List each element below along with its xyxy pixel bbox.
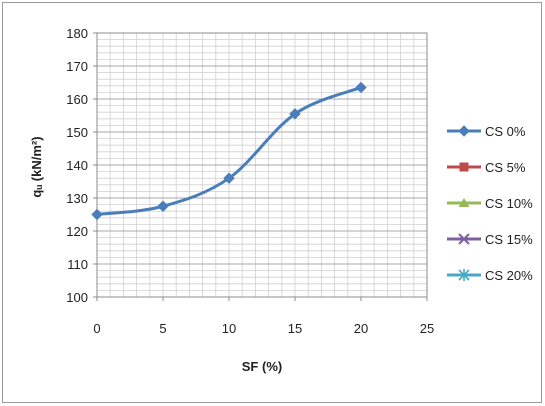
x-tick-label: 0 (93, 321, 100, 336)
data-point (289, 108, 301, 120)
y-tick-label: 130 (66, 191, 88, 206)
y-tick-label: 110 (67, 257, 88, 272)
y-tick-label: 120 (66, 224, 88, 239)
y-axis-label: qᵤ (kN/m²) (29, 136, 44, 197)
x-tick-label: 5 (159, 321, 166, 336)
series (91, 81, 367, 221)
x-tick-label: 20 (354, 321, 368, 336)
legend-marker (458, 125, 470, 137)
data-point (91, 208, 103, 221)
x-tick-label: 10 (222, 321, 236, 336)
y-tick-label: 180 (66, 26, 88, 41)
legend-label: CS 10% (485, 196, 533, 211)
y-tick-label: 140 (66, 158, 88, 173)
data-point (355, 81, 367, 94)
legend-marker (458, 233, 470, 245)
legend-marker (458, 198, 470, 207)
grid (96, 32, 428, 298)
legend-marker (459, 162, 469, 172)
y-tick-label: 170 (66, 59, 88, 74)
legend: CS 0% CS 5% CS 10% CS 15% CS 20% (447, 124, 533, 283)
x-tick-label: 15 (288, 321, 302, 336)
legend-label: CS 0% (485, 124, 526, 139)
legend-label: CS 20% (485, 268, 533, 283)
x-axis-label: SF (%) (242, 359, 282, 374)
data-point (223, 172, 235, 184)
axes: 100 110 120 130 140 150 160 170 180 0 5 10 15 20 25 (66, 26, 434, 336)
y-tick-label: 150 (66, 125, 88, 140)
legend-label: CS 5% (485, 160, 526, 175)
x-tick-label: 25 (420, 321, 434, 336)
legend-marker (458, 269, 470, 281)
legend-label: CS 15% (485, 232, 533, 247)
y-tick-label: 100 (66, 290, 88, 305)
data-point (157, 200, 169, 212)
y-tick-label: 160 (66, 92, 88, 107)
